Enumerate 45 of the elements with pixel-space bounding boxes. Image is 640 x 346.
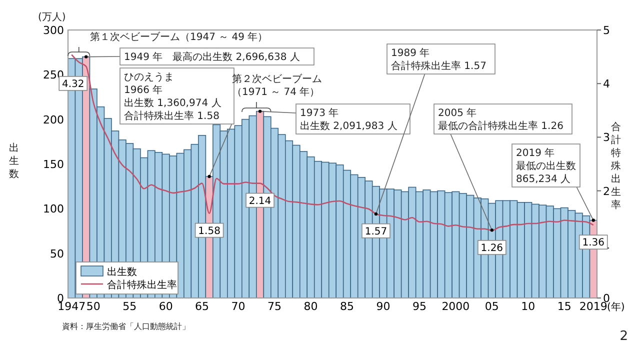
annotation: 1989 年合計特殊出生率 1.57 — [391, 47, 486, 72]
y2-tick-label: 3 — [603, 131, 610, 144]
y-tick-label: 300 — [43, 24, 64, 37]
y-tick-label: 100 — [43, 202, 64, 216]
y-tick-label: 200 — [43, 113, 64, 126]
annotation: 2019 年最低の出生数865,234 人 — [516, 147, 576, 185]
x-tick-label: 50 — [86, 300, 100, 313]
x-tick-label: 95 — [412, 300, 426, 313]
text: 資料：厚生労働省「人口動態統計」 — [62, 322, 190, 331]
data-label: 2.14 — [248, 196, 272, 207]
x-tick-label: 55 — [122, 300, 137, 313]
legend-label: 出生数 — [107, 266, 137, 278]
data-label: 4.32 — [62, 78, 84, 90]
x-axis-title: (年) — [607, 301, 625, 313]
data-label: 1.36 — [582, 238, 605, 249]
x-tick-label: 65 — [195, 300, 210, 313]
y2-tick-label: 2 — [603, 184, 610, 198]
x-tick-label: 75 — [268, 300, 282, 313]
x-tick-label: 15 — [557, 300, 572, 313]
annotation: ひのえうま1966 年出生数 1,360,974 人合計特殊出生率 1.58 — [124, 72, 222, 122]
text: 2 — [620, 329, 628, 344]
y-tick-label: 50 — [50, 247, 64, 260]
data-label: 1.57 — [364, 226, 388, 238]
annotation: 1973 年出生数 2,091,983 人 — [300, 107, 398, 132]
legend-label: 合計特殊出生率 — [107, 279, 177, 291]
text: (万人) — [38, 12, 66, 23]
data-label: 1.26 — [480, 242, 504, 254]
annotation: 1949 年 最高の出生数 2,696,638 人 — [124, 51, 300, 63]
x-tick-label: 70 — [231, 300, 246, 313]
x-tick-label: 2000 — [442, 300, 470, 313]
x-tick-label: 10 — [521, 300, 536, 313]
x-tick-label: 60 — [158, 300, 173, 313]
y2-axis-title: 合計特殊出生率 — [611, 121, 621, 211]
annotation: 第２次ベビーブーム（1971 ～ 74 年） — [232, 73, 322, 98]
y2-tick-label: 4 — [603, 78, 610, 91]
data-label: 1.58 — [198, 226, 220, 237]
x-tick-label: 90 — [376, 300, 390, 313]
y2-tick-label: 5 — [603, 24, 610, 37]
annotation: 2005 年最低の合計特殊出生率 1.26 — [438, 107, 564, 132]
x-tick-label: 85 — [340, 300, 354, 313]
y-tick-label: 150 — [43, 158, 64, 171]
annotation: 第１次ベビーブーム（1947 ～ 49 年） — [90, 31, 268, 43]
x-tick-label: 05 — [484, 300, 499, 313]
y-axis-title: 出生数 — [9, 142, 19, 180]
x-tick-label: 80 — [304, 300, 318, 313]
